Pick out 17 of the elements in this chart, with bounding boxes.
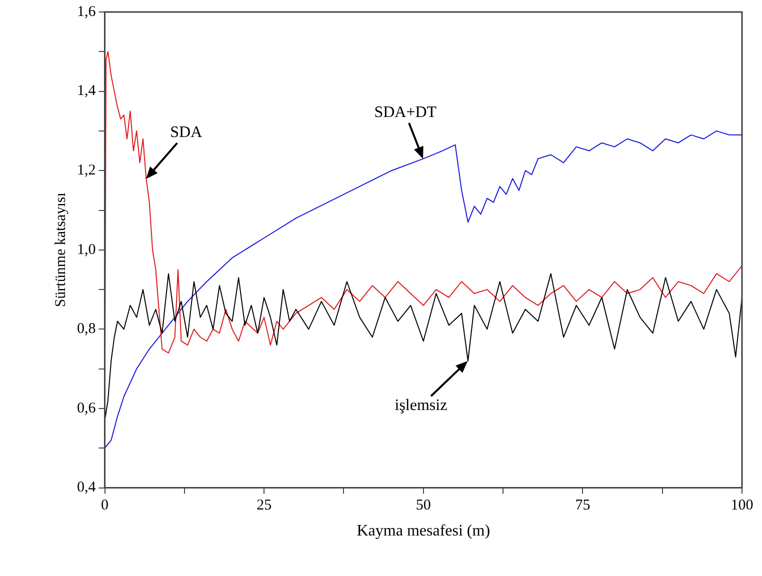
y-tick-label: 1,0 (77, 242, 96, 258)
x-tick-label: 50 (416, 498, 431, 514)
x-axis-title: Kayma mesafesi (m) (356, 522, 490, 540)
annotation: SDA (170, 124, 202, 142)
x-tick-label: 75 (575, 498, 590, 514)
y-tick-label: 0,8 (77, 321, 96, 338)
x-tick-label: 100 (730, 498, 754, 514)
annotation: işlemsiz (394, 396, 448, 415)
y-tick-label: 0,6 (77, 400, 96, 416)
y-axis-title: Sürtünme katsayısı (52, 192, 69, 308)
x-tick-label: 25 (256, 498, 272, 514)
y-tick-label: 1,6 (77, 4, 96, 20)
x-tick-label: 0 (101, 498, 108, 514)
y-tick-label: 0,4 (77, 480, 96, 496)
annotation: SDA+DT (374, 104, 437, 122)
y-tick-label: 1,2 (77, 162, 96, 179)
y-tick-label: 1,4 (77, 83, 96, 100)
